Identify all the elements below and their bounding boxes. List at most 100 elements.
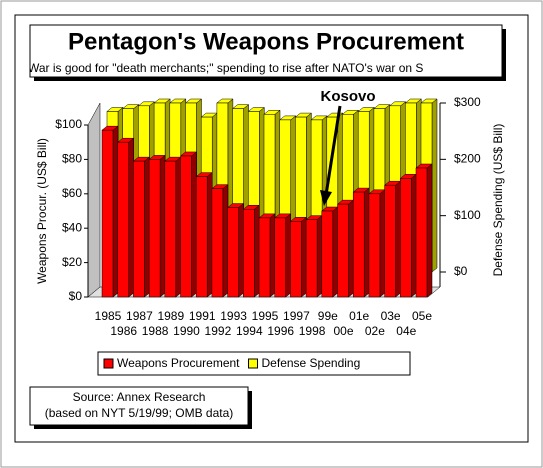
bar-face — [368, 193, 381, 298]
chart-title: Pentagon's Weapons Procurement — [68, 28, 464, 55]
y-tick-label: $40 — [62, 220, 82, 234]
y2-axis-label: Defense Spending (US$ Bill) — [491, 124, 505, 277]
bar — [148, 154, 166, 298]
bar — [305, 215, 323, 298]
bar-face — [321, 210, 334, 298]
bar — [289, 216, 308, 298]
annotation: Kosovo — [320, 88, 375, 105]
y-tick-label: $20 — [62, 255, 82, 269]
bar-face — [164, 160, 177, 298]
x-tick-label: 1986 — [110, 324, 137, 338]
y-tick-label: $100 — [55, 117, 82, 131]
x-tick-label: 01e — [349, 309, 369, 323]
legend-swatch — [248, 358, 259, 369]
source-box — [29, 386, 249, 426]
bar-face — [258, 217, 271, 298]
bar-face — [195, 176, 208, 298]
side-wall — [87, 102, 101, 298]
arrow — [324, 105, 342, 196]
bar-face — [384, 184, 396, 298]
bar-side — [363, 187, 370, 298]
y2-tick-label: $300 — [454, 95, 481, 109]
source-line: (based on NYT 5/19/99; OMB data) — [45, 406, 234, 420]
bar — [195, 172, 213, 298]
x-tick-label: 1992 — [205, 324, 232, 338]
bar-side — [395, 180, 401, 298]
bar — [352, 187, 370, 298]
y2-tick-label: $100 — [454, 208, 481, 222]
bar-face — [211, 188, 224, 298]
bar — [383, 180, 402, 298]
title-box — [29, 24, 503, 78]
bar-side — [426, 163, 433, 298]
bar-face — [133, 160, 145, 298]
bar-y2-side — [431, 98, 438, 273]
bar-side — [191, 151, 197, 298]
bar-face — [337, 203, 349, 298]
bar — [132, 156, 151, 298]
bar-side — [254, 204, 260, 298]
bar — [368, 189, 386, 298]
bar-face — [274, 217, 286, 298]
chart-border — [14, 14, 529, 443]
bar — [399, 173, 418, 298]
bar — [116, 137, 135, 298]
bar-side — [332, 206, 339, 298]
x-tick-label: 03e — [381, 309, 401, 323]
bar-side — [175, 156, 182, 298]
x-tick-label: 1989 — [157, 309, 184, 323]
x-tick-label: 1996 — [267, 324, 294, 338]
x-tick-label: 1995 — [252, 309, 279, 323]
legend-swatch — [103, 358, 114, 369]
legend-label: Defense Spending — [262, 356, 361, 370]
bar-side — [411, 173, 417, 298]
bar-side — [316, 215, 323, 298]
bar-side — [144, 156, 150, 298]
bar-face — [243, 209, 255, 298]
bar — [164, 156, 182, 298]
y2-tick-label: $200 — [454, 152, 481, 166]
bar-side — [301, 216, 307, 298]
source-line: Source: Annex Research — [73, 390, 206, 404]
subtitle: War is good for "death merchants;" spend… — [28, 61, 423, 75]
y-tick-label: $80 — [62, 152, 82, 166]
x-tick-label: 1994 — [236, 324, 263, 338]
x-tick-label: 1988 — [142, 324, 169, 338]
bar-side — [379, 189, 386, 298]
bar-face — [117, 141, 129, 298]
y-tick-label: $0 — [69, 289, 83, 303]
bar-side — [206, 172, 213, 298]
bar — [226, 203, 245, 298]
bar-face — [180, 155, 192, 298]
bar-side — [222, 184, 229, 298]
bar-face — [227, 207, 239, 298]
title-clip: Pentagon's Weapons Procurement War is go… — [28, 28, 464, 75]
bar — [258, 213, 276, 298]
y-axis-label: Weapons Procur. (US$ Bill) — [35, 138, 49, 284]
arrow-head — [320, 190, 332, 206]
bar-face — [400, 178, 412, 298]
x-tick-label: 99e — [318, 309, 338, 323]
bar-side — [159, 154, 166, 298]
x-tick-label: 1993 — [220, 309, 247, 323]
bar-face — [415, 167, 428, 298]
x-tick-label: 1987 — [126, 309, 153, 323]
y-tick-label: $60 — [62, 186, 82, 200]
legend-label: Weapons Procurement — [117, 356, 240, 370]
x-tick-label: 00e — [333, 324, 353, 338]
bar-side — [128, 137, 134, 298]
y2-tick-label: $0 — [454, 264, 468, 278]
bar — [242, 204, 261, 298]
x-tick-label: 1985 — [95, 309, 122, 323]
x-tick-label: 04e — [396, 324, 416, 338]
x-tick-label: 02e — [365, 324, 385, 338]
bar-side — [238, 203, 244, 298]
bar-face — [305, 219, 318, 298]
bar — [101, 125, 119, 298]
bar-face — [101, 129, 114, 298]
bar — [336, 199, 355, 298]
bar — [321, 206, 339, 298]
x-tick-label: 1991 — [189, 309, 216, 323]
